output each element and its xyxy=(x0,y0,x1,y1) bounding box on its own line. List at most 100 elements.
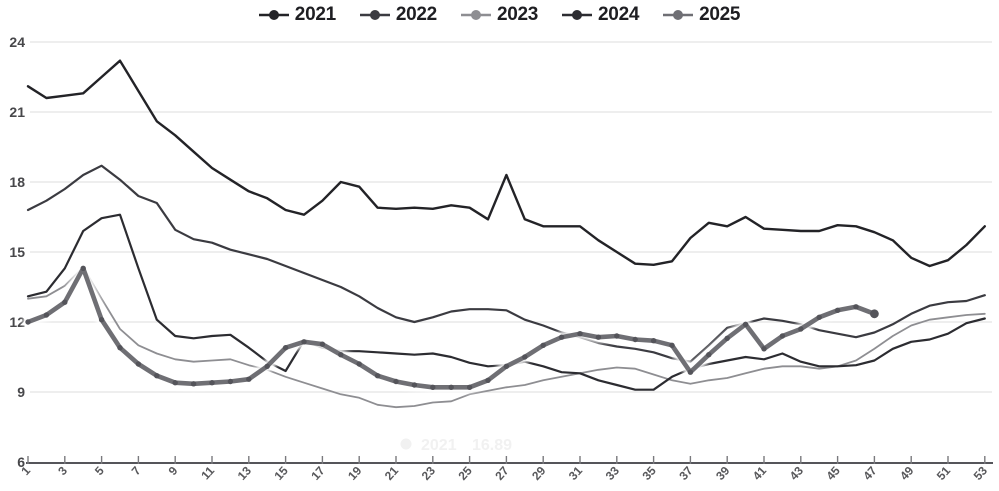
ghost-tooltip: 2021 16.89 xyxy=(400,437,512,454)
legend-label: 2023 xyxy=(496,4,539,25)
series-point-marker xyxy=(834,307,841,313)
series-point-marker xyxy=(172,380,178,386)
chart-legend: 2021 2022 2023 2024 2025 xyxy=(0,4,999,26)
y-tick-label-21: 21 xyxy=(9,104,25,120)
y-tick-label-24: 24 xyxy=(9,34,25,50)
series-point-marker xyxy=(540,342,546,348)
series-point-marker xyxy=(816,314,822,320)
series-point-marker xyxy=(393,378,399,385)
series-point-marker xyxy=(62,299,68,305)
series-point-marker xyxy=(356,361,362,367)
series-point-marker xyxy=(227,378,234,385)
ghost-tooltip-label: 2021 xyxy=(421,437,457,454)
x-tick-label-45: 45 xyxy=(823,463,843,483)
x-tick-label-53: 53 xyxy=(971,463,991,483)
series-point-marker xyxy=(687,369,694,375)
series-point-marker xyxy=(430,384,436,390)
series-point-marker xyxy=(853,304,859,310)
x-tick-label-49: 49 xyxy=(897,463,917,483)
series-point-marker xyxy=(522,354,528,360)
x-tick-label-11: 11 xyxy=(198,463,217,482)
series-point-marker xyxy=(319,341,326,347)
legend-marker-icon xyxy=(359,10,390,20)
legend-item-2023[interactable]: 2023 xyxy=(460,4,539,26)
series-point-marker xyxy=(706,352,712,358)
y-tick-label-6: 6 xyxy=(17,454,25,470)
series-point-marker xyxy=(632,336,638,343)
series-point-marker xyxy=(798,326,804,332)
ghost-tooltip-dot-icon xyxy=(400,438,412,450)
series-point-marker xyxy=(466,384,473,390)
legend-label: 2024 xyxy=(598,4,640,25)
legend-marker-icon xyxy=(460,10,491,20)
series-point-marker xyxy=(558,334,565,340)
series-point-marker xyxy=(25,319,31,325)
series-line-2023 xyxy=(27,266,986,409)
series-point-marker xyxy=(338,352,344,358)
series-point-marker xyxy=(80,265,86,271)
series-endpoint-marker xyxy=(870,309,879,319)
series-point-marker xyxy=(724,335,730,341)
series-line-2021 xyxy=(26,59,986,268)
legend-item-2024[interactable]: 2024 xyxy=(562,4,639,26)
series-point-marker xyxy=(135,361,142,367)
y-axis-labels: 24 21 18 15 12 9 6 xyxy=(9,34,25,470)
x-tick-label-39: 39 xyxy=(713,463,733,483)
series-point-marker xyxy=(282,345,289,351)
x-tick-label-35: 35 xyxy=(639,463,659,483)
x-tick-label-7: 7 xyxy=(129,463,144,478)
legend-label: 2021 xyxy=(294,4,336,25)
series-point-marker xyxy=(264,363,270,369)
legend-marker-icon xyxy=(562,10,593,20)
legend-item-2021[interactable]: 2021 xyxy=(258,4,336,26)
legend-marker-icon xyxy=(258,10,289,20)
series-line-2022 xyxy=(26,164,986,363)
x-tick-label-33: 33 xyxy=(603,463,623,483)
series-point-marker xyxy=(98,317,105,323)
series-point-marker xyxy=(209,380,215,386)
legend-label: 2022 xyxy=(395,4,437,25)
series-point-marker xyxy=(485,377,491,383)
y-tick-label-12: 12 xyxy=(9,314,25,330)
series-point-marker xyxy=(614,333,620,339)
x-tick-label-41: 41 xyxy=(750,463,770,483)
series-point-marker xyxy=(779,333,786,339)
x-tick-label-3: 3 xyxy=(55,463,70,478)
x-tick-label-29: 29 xyxy=(529,463,549,483)
series-point-marker xyxy=(503,363,510,369)
x-tick-label-47: 47 xyxy=(860,463,880,483)
series-point-marker xyxy=(577,331,583,337)
ghost-tooltip-value: 16.89 xyxy=(472,437,512,454)
legend-item-2025[interactable]: 2025 xyxy=(663,4,740,26)
x-tick-label-27: 27 xyxy=(492,463,512,483)
series-point-marker xyxy=(301,339,307,345)
x-tick-label-23: 23 xyxy=(419,463,439,483)
x-tick-label-37: 37 xyxy=(676,463,696,483)
y-tick-label-18: 18 xyxy=(9,174,25,190)
gridlines xyxy=(30,41,992,393)
x-tick-label-9: 9 xyxy=(166,463,181,478)
series-point-marker xyxy=(43,312,50,318)
series-point-marker xyxy=(669,342,675,348)
series-point-marker xyxy=(374,373,381,379)
legend-marker-icon xyxy=(663,10,694,20)
series-point-marker xyxy=(411,382,418,388)
series-markers-2025 xyxy=(25,265,879,390)
series-point-marker xyxy=(742,321,749,327)
series-point-marker xyxy=(595,334,602,340)
x-axis-labels: 1 3 5 7 9 11 13 15 17 19 21 23 25 27 29 31 33 35 37 39 41 43 4… xyxy=(18,456,990,483)
x-tick-label-25: 25 xyxy=(455,463,475,483)
x-tick-label-43: 43 xyxy=(787,463,807,483)
x-tick-label-15: 15 xyxy=(271,463,291,483)
series-point-marker xyxy=(246,376,252,382)
x-tick-label-21: 21 xyxy=(382,463,402,483)
x-tick-label-19: 19 xyxy=(345,463,365,483)
series-point-marker xyxy=(448,384,454,390)
series-point-marker xyxy=(190,381,197,387)
x-tick-label-1: 1 xyxy=(18,463,33,478)
legend-item-2022[interactable]: 2022 xyxy=(359,4,437,26)
x-tick-label-5: 5 xyxy=(92,463,107,478)
x-tick-label-51: 51 xyxy=(934,463,954,483)
x-tick-label-17: 17 xyxy=(308,463,328,483)
